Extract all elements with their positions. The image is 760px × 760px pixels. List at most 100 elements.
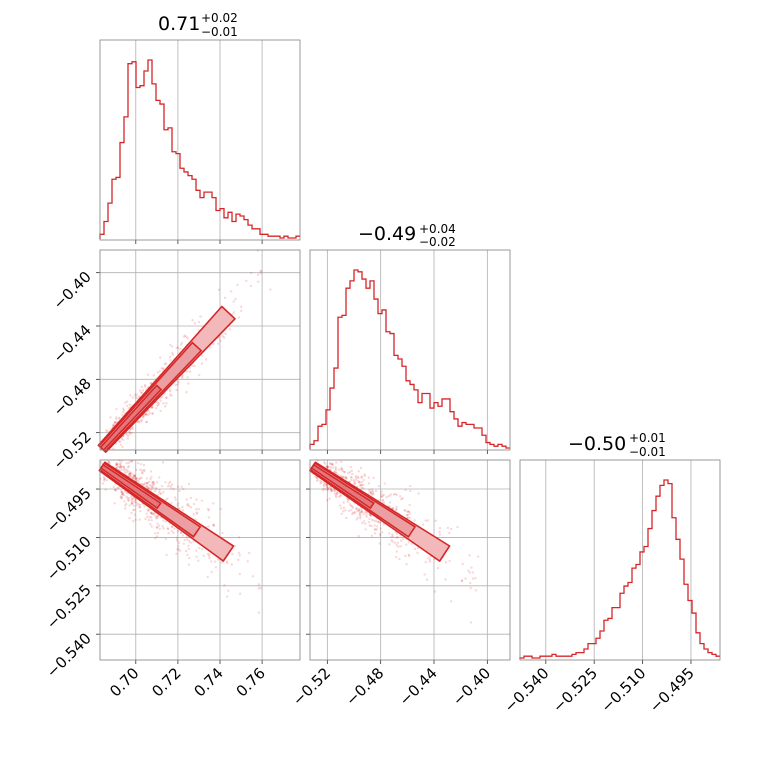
panel-frame bbox=[309, 249, 511, 451]
scatter-point bbox=[156, 515, 159, 518]
scatter-point bbox=[408, 512, 412, 515]
scatter-point bbox=[231, 552, 234, 556]
scatter-point bbox=[326, 488, 330, 491]
scatter-point bbox=[151, 482, 154, 485]
scatter-point bbox=[329, 487, 332, 491]
scatter-point bbox=[360, 508, 363, 511]
scatter-point bbox=[187, 504, 191, 508]
scatter-point bbox=[119, 466, 122, 469]
scatter-point bbox=[408, 503, 411, 507]
scatter-point bbox=[220, 560, 224, 564]
scatter-point bbox=[340, 507, 343, 510]
scatter-point bbox=[155, 526, 159, 529]
scatter-point bbox=[133, 476, 136, 479]
scatter-point bbox=[123, 471, 127, 474]
scatter-point bbox=[134, 500, 137, 504]
scatter-point bbox=[169, 388, 172, 391]
scatter-point bbox=[130, 495, 133, 499]
scatter-point bbox=[120, 497, 123, 500]
scatter-point bbox=[178, 507, 181, 510]
scatter-point bbox=[165, 402, 168, 405]
scatter-point bbox=[373, 528, 376, 531]
scatter-point bbox=[152, 480, 155, 484]
scatter-point bbox=[120, 413, 124, 416]
scatter-point bbox=[157, 402, 161, 405]
scatter-point bbox=[393, 541, 397, 545]
scatter-point bbox=[191, 364, 194, 368]
scatter-point bbox=[135, 476, 138, 480]
scatter-point bbox=[122, 408, 126, 412]
scatter-point bbox=[340, 466, 343, 470]
scatter-point bbox=[133, 393, 137, 397]
scatter-point bbox=[374, 519, 377, 523]
scatter-point bbox=[147, 509, 150, 513]
scatter-point bbox=[115, 464, 118, 467]
scatter-point bbox=[159, 409, 162, 413]
scatter-point bbox=[213, 560, 217, 563]
scatter-point bbox=[227, 589, 230, 592]
scatter-point bbox=[377, 520, 380, 523]
scatter-point bbox=[356, 509, 359, 513]
scatter-point bbox=[151, 412, 154, 415]
scatter-point bbox=[340, 512, 343, 516]
scatter-point bbox=[207, 516, 211, 519]
scatter-point bbox=[101, 482, 105, 485]
scatter-point bbox=[207, 509, 211, 512]
scatter-point bbox=[160, 367, 163, 370]
scatter-point bbox=[126, 466, 130, 469]
scatter-point bbox=[448, 559, 451, 563]
scatter-point bbox=[139, 462, 143, 466]
scatter-point bbox=[118, 440, 121, 443]
scatter-point bbox=[140, 476, 143, 479]
scatter-point bbox=[322, 481, 326, 484]
scatter-point bbox=[129, 394, 132, 397]
scatter-point bbox=[381, 494, 385, 497]
scatter-point bbox=[345, 476, 348, 480]
scatter-point bbox=[469, 586, 472, 590]
scatter-point bbox=[135, 393, 138, 397]
scatter-point bbox=[225, 560, 229, 563]
scatter-point bbox=[154, 486, 158, 490]
scatter-point bbox=[175, 539, 179, 542]
panel-frame bbox=[99, 459, 301, 661]
scatter-point bbox=[155, 487, 158, 491]
scatter-point bbox=[315, 476, 319, 479]
scatter-point bbox=[331, 462, 334, 466]
scatter-point bbox=[170, 501, 173, 505]
scatter-point bbox=[138, 518, 141, 521]
scatter-point bbox=[145, 420, 149, 424]
scatter-point bbox=[427, 556, 430, 560]
contour-inner bbox=[310, 463, 375, 510]
scatter-point bbox=[379, 534, 382, 537]
scatter-point bbox=[193, 322, 197, 325]
scatter-point bbox=[380, 492, 383, 496]
scatter-point bbox=[130, 502, 134, 505]
scatter-point bbox=[212, 523, 215, 527]
scatter-point bbox=[162, 519, 165, 522]
scatter-point bbox=[416, 551, 419, 555]
y-tick-label: −0.48 bbox=[50, 374, 95, 419]
scatter-point bbox=[370, 488, 373, 491]
scatter-point bbox=[120, 465, 123, 469]
scatter-point bbox=[185, 391, 188, 394]
scatter-point bbox=[124, 504, 127, 507]
scatter-point bbox=[339, 504, 342, 507]
scatter-point bbox=[132, 478, 136, 481]
scatter-point bbox=[113, 489, 117, 492]
scatter-point bbox=[321, 488, 325, 492]
scatter-point bbox=[170, 525, 174, 528]
scatter-point bbox=[107, 460, 111, 464]
scatter-point bbox=[138, 506, 142, 509]
scatter-point bbox=[121, 493, 124, 496]
scatter-point bbox=[152, 481, 155, 484]
scatter-point bbox=[148, 516, 151, 519]
scatter-point bbox=[329, 462, 332, 465]
scatter-point bbox=[346, 500, 349, 504]
scatter-point bbox=[146, 373, 150, 377]
scatter-point bbox=[249, 284, 253, 288]
scatter-point bbox=[363, 474, 367, 478]
scatter-point bbox=[135, 468, 138, 472]
scatter-point bbox=[339, 494, 343, 497]
scatter-point bbox=[336, 491, 339, 494]
scatter-point bbox=[171, 353, 175, 357]
